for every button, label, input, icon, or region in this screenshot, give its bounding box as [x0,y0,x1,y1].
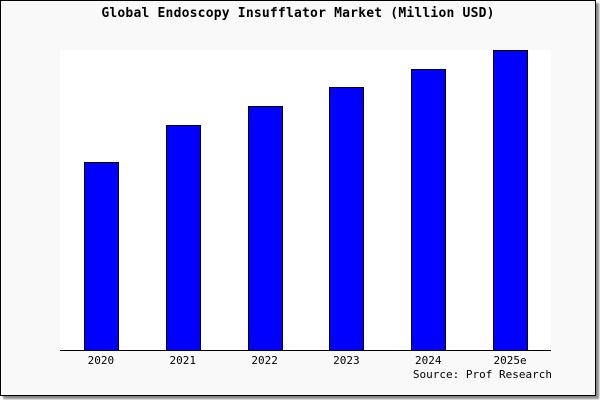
source-note: Source: Prof Research [412,368,552,381]
bar-2020 [84,162,119,351]
bar-2023 [329,87,364,351]
x-tick-label: 2022 [251,354,278,367]
bar-2025e [493,50,528,351]
x-tick-label: 2025e [494,354,527,367]
plot-area [60,50,551,350]
x-tick-label: 2023 [333,354,360,367]
x-tick-label: 2024 [415,354,442,367]
x-tick-label: 2021 [170,354,197,367]
bar-2022 [248,106,283,351]
bar-2024 [411,69,446,351]
bar-2021 [166,125,201,351]
chart-title: Global Endoscopy Insufflator Market (Mil… [101,6,495,21]
x-tick-label: 2020 [88,354,115,367]
